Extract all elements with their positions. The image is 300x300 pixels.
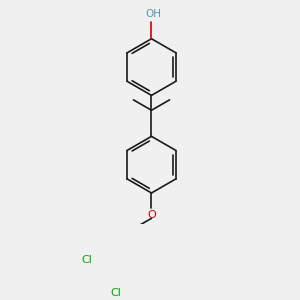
Text: OH: OH — [146, 9, 162, 20]
Text: Cl: Cl — [110, 288, 121, 298]
Text: Cl: Cl — [81, 255, 92, 265]
Text: O: O — [147, 210, 156, 220]
